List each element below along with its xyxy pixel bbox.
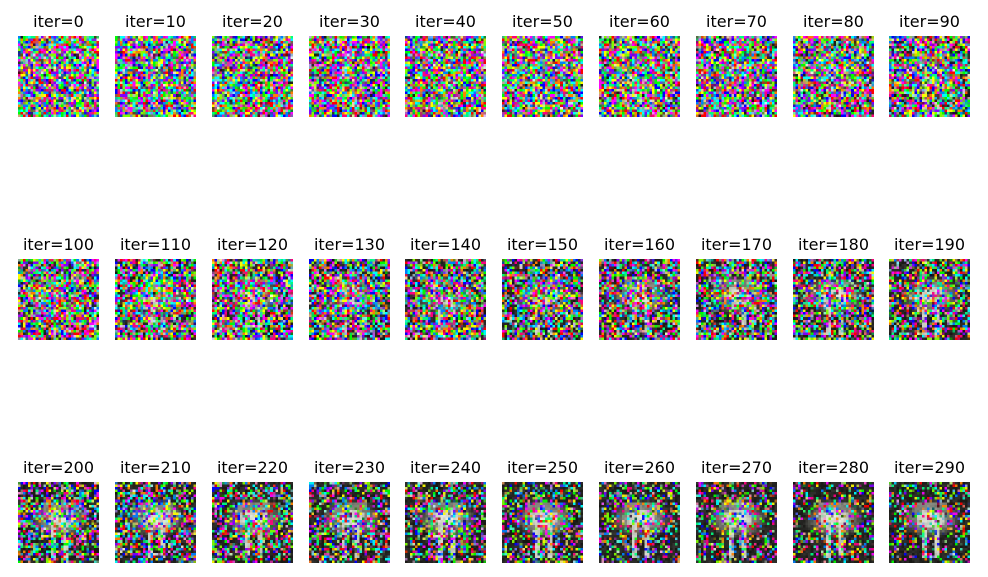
- generated-image: [696, 259, 777, 340]
- panel-title: iter=240: [409, 458, 482, 477]
- panel-title: iter=20: [222, 12, 283, 31]
- generated-image: [889, 259, 970, 340]
- generated-image: [696, 482, 777, 563]
- generated-image: [405, 259, 486, 340]
- panel-title: iter=60: [609, 12, 670, 31]
- generated-image: [889, 36, 970, 117]
- panel-title: iter=180: [797, 235, 870, 254]
- generated-image: [115, 36, 196, 117]
- generated-image: [212, 36, 293, 117]
- generated-image: [18, 482, 99, 563]
- panel-title: iter=110: [119, 235, 192, 254]
- generated-image: [599, 259, 680, 340]
- generated-image: [405, 482, 486, 563]
- generated-image: [696, 36, 777, 117]
- panel-title: iter=260: [603, 458, 676, 477]
- panel-title: iter=0: [33, 12, 84, 31]
- generated-image: [115, 482, 196, 563]
- panel-title: iter=120: [216, 235, 289, 254]
- panel-title: iter=230: [313, 458, 386, 477]
- panel-title: iter=50: [512, 12, 573, 31]
- generated-image: [309, 36, 390, 117]
- panel-title: iter=190: [893, 235, 966, 254]
- panel-title: iter=140: [409, 235, 482, 254]
- panel-title: iter=10: [125, 12, 186, 31]
- generated-image: [405, 36, 486, 117]
- panel-title: iter=90: [899, 12, 960, 31]
- generated-image: [502, 36, 583, 117]
- generated-image: [502, 482, 583, 563]
- panel-title: iter=150: [506, 235, 579, 254]
- generated-image: [599, 482, 680, 563]
- panel-title: iter=250: [506, 458, 579, 477]
- panel-title: iter=80: [803, 12, 864, 31]
- panel-title: iter=290: [893, 458, 966, 477]
- panel-title: iter=40: [415, 12, 476, 31]
- generated-image: [115, 259, 196, 340]
- generated-image: [309, 482, 390, 563]
- panel-title: iter=160: [603, 235, 676, 254]
- panel-title: iter=210: [119, 458, 192, 477]
- generated-image: [793, 36, 874, 117]
- panel-title: iter=220: [216, 458, 289, 477]
- generated-image: [18, 259, 99, 340]
- generated-image: [18, 36, 99, 117]
- generated-image: [212, 482, 293, 563]
- generated-image: [212, 259, 293, 340]
- panel-title: iter=170: [700, 235, 773, 254]
- generated-image: [889, 482, 970, 563]
- panel-title: iter=130: [313, 235, 386, 254]
- generated-image: [793, 482, 874, 563]
- panel-title: iter=100: [22, 235, 95, 254]
- panel-title: iter=30: [319, 12, 380, 31]
- panel-title: iter=280: [797, 458, 870, 477]
- generated-image: [309, 259, 390, 340]
- panel-title: iter=270: [700, 458, 773, 477]
- generated-image: [793, 259, 874, 340]
- panel-title: iter=70: [706, 12, 767, 31]
- generated-image: [599, 36, 680, 117]
- panel-title: iter=200: [22, 458, 95, 477]
- generated-image: [502, 259, 583, 340]
